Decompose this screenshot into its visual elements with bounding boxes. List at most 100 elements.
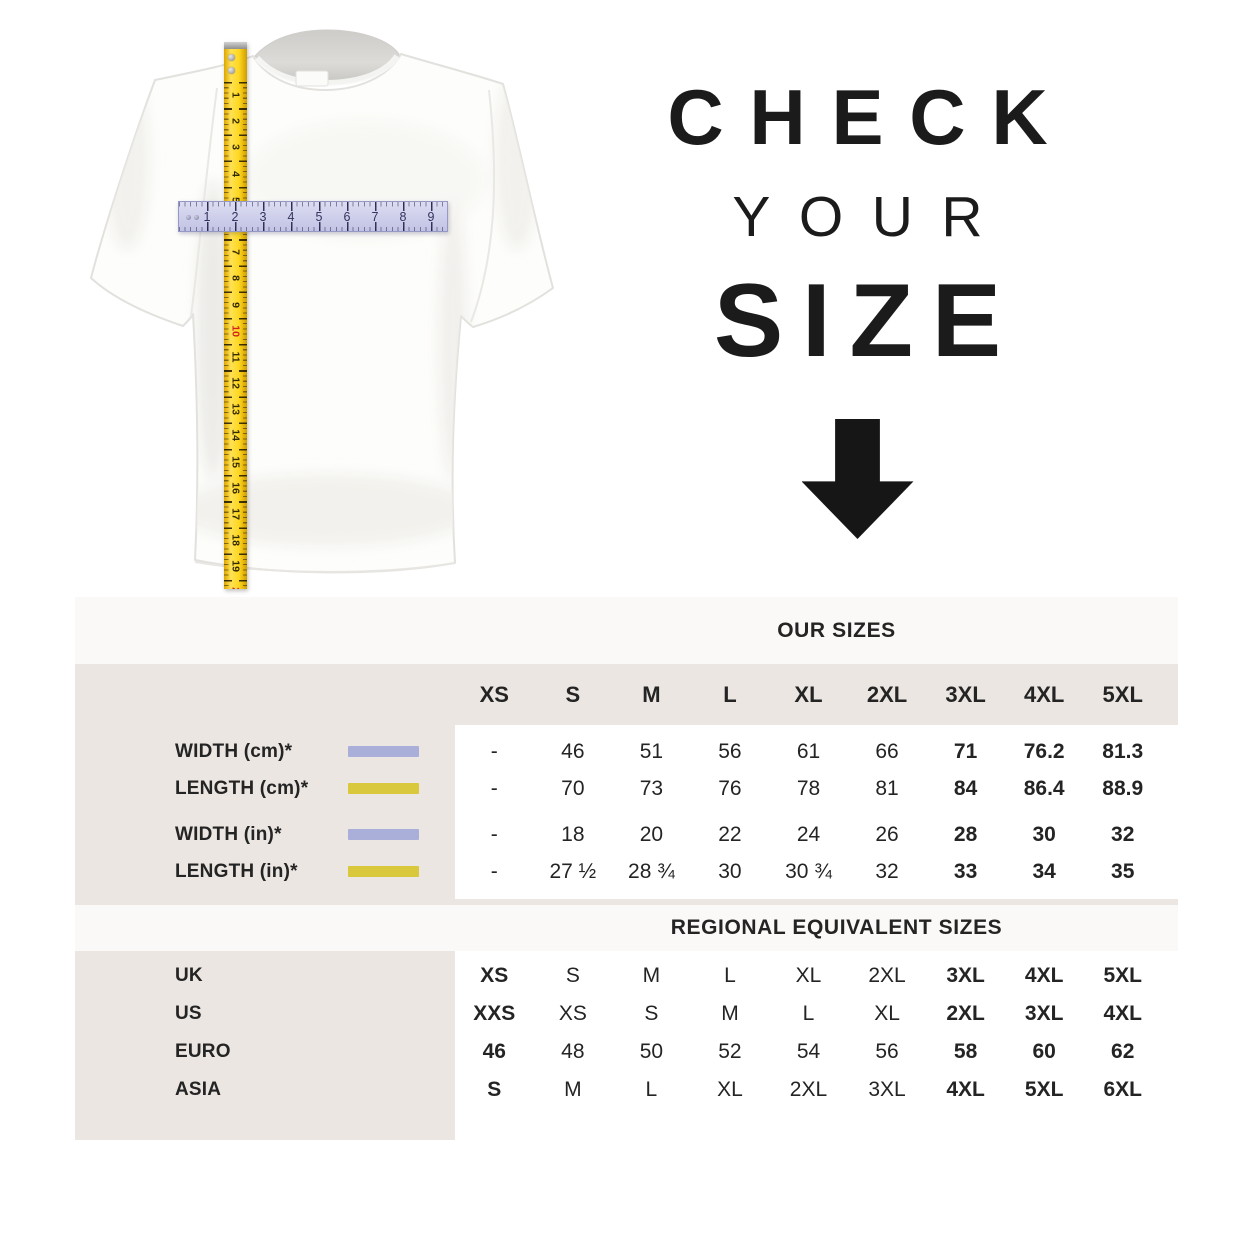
size-value: S [565,964,580,987]
size-value: 54 [796,1040,821,1063]
size-column-label: XL [794,681,823,707]
tape-number: 12 [229,377,242,389]
tape-number: 11 [229,351,242,363]
tape-number: 2 [229,118,242,125]
size-value: XS [558,1002,587,1025]
size-column-label: M [642,681,661,707]
size-value: 30 [718,859,742,883]
size-value: 62 [1111,1040,1135,1063]
tape-number: 18 [229,534,242,547]
regional-sizes-header: REGIONAL EQUIVALENT SIZES [75,905,1178,951]
size-value: 2XL [946,1002,985,1025]
size-value: 33 [953,859,978,883]
ruler-number: 7 [371,209,379,224]
ruler-number: 8 [399,209,407,224]
size-value: 52 [718,1040,742,1063]
tape-grommet-icon [228,67,235,74]
ruler-number: 3 [259,209,267,224]
row-euro: EURO 46 48 50 52 54 56 58 60 62 [75,1033,1178,1071]
ruler-rivet-icon [194,215,199,220]
regional-section: UK XS S M L XL 2XL 3XL 4XL 5XL US XXS XS S M L XL 2XL 3… [75,951,1178,1140]
size-value: 76 [718,776,742,800]
size-value: 22 [718,822,742,846]
size-value: L [724,964,736,987]
size-value: 86.4 [1023,776,1065,800]
row-label: WIDTH (in)* [175,823,282,845]
size-column-label: 4XL [1023,681,1065,707]
size-value: 56 [875,1040,899,1063]
size-value: - [490,739,498,763]
size-value: 5XL [1103,964,1142,987]
size-value: 3XL [946,964,985,987]
size-value: 73 [639,776,664,800]
size-value: 2XL [789,1078,828,1101]
size-value: 76.2 [1023,739,1065,763]
row-values: XXS XS S M L XL 2XL 3XL 4XL [455,1002,1178,1026]
row-label: LENGTH (in)* [175,860,298,882]
size-value: 61 [796,739,821,763]
row-values: - 70 73 76 78 81 84 86.4 88.9 [455,777,1178,801]
size-column-label: 3XL [945,681,986,707]
size-column-label: L [723,681,737,707]
size-value: M [642,964,661,987]
vertical-tape-measure: 1234567891011121314151617181920 [224,42,247,589]
tape-scale-numbers: 1234567891011121314151617181920 [224,42,247,589]
row-values: XS S M L XL 2XL 3XL 4XL 5XL [455,964,1178,988]
tape-number: 7 [229,249,242,256]
ruler-number: 1 [203,209,211,224]
our-sizes-title: OUR SIZES [777,618,896,642]
size-value: 84 [953,776,978,800]
row-length-cm: LENGTH (cm)* - 70 73 76 78 81 84 86.4 88.9 [75,770,1178,807]
size-value: XS [480,964,509,987]
size-value: 58 [953,1040,978,1063]
size-value: 3XL [868,1078,906,1101]
size-value: XL [795,964,822,987]
heading-line-your: YOUR [732,185,1012,249]
row-length-in: LENGTH (in)* - 27 ½ 28 ¾ 30 30 ¾ 32 33 34 35 [75,853,1178,890]
size-value: 81 [875,776,899,800]
width-swatch-lavender [348,746,419,757]
size-column-label: S [565,681,581,707]
length-swatch-yellow [348,866,419,877]
size-column-labels: XS S M L XL 2XL 3XL 4XL 5XL [455,682,1178,708]
heading-line-check: CHECK [667,73,1074,161]
row-uk: UK XS S M L XL 2XL 3XL 4XL 5XL [75,957,1178,995]
tape-number: 15 [229,455,242,468]
size-chart: OUR SIZES XS S M L XL 2XL 3XL 4XL 5XL WIDTH (cm)… [75,597,1178,1140]
tape-number: 13 [229,403,242,416]
tape-number: 8 [229,275,242,282]
size-value: M [721,1002,739,1025]
size-value: 66 [875,739,899,763]
ruler-number: 2 [231,209,239,224]
row-label: US [175,1003,202,1024]
row-values: - 46 51 56 61 66 71 76.2 81.3 [455,740,1178,764]
tape-grommet-icon [228,54,235,61]
size-value: 71 [953,739,978,763]
size-column-label: 2XL [866,681,908,707]
ruler-number: 9 [427,209,435,224]
size-value: 46 [482,1040,506,1063]
size-value: XXS [473,1002,516,1025]
size-column-label: 5XL [1102,681,1143,707]
horizontal-ruler: 1 2 3 4 5 6 7 8 9 [178,201,448,232]
size-columns-header-row: XS S M L XL 2XL 3XL 4XL 5XL [75,664,1178,725]
size-value: 78 [796,776,821,800]
width-swatch-lavender [348,829,419,840]
size-value: 4XL [946,1078,985,1101]
size-value: 88.9 [1102,776,1144,800]
size-value: 32 [875,859,899,883]
tape-number: 3 [229,144,242,151]
size-value: 28 [953,822,978,846]
tape-number: 4 [229,170,242,177]
tshirt-figure: 1234567891011121314151617181920 12345678… [65,10,585,590]
tape-number: 1 [229,92,242,99]
ruler-number: 5 [315,209,323,224]
size-value: L [802,1002,815,1025]
row-width-in: WIDTH (in)* - 18 20 22 24 26 28 30 32 [75,816,1178,853]
tape-number: 14 [229,429,242,442]
size-value: L [645,1078,658,1101]
row-values: 46 48 50 52 54 56 58 60 62 [455,1040,1178,1064]
row-values: S M L XL 2XL 3XL 4XL 5XL 6XL [455,1078,1178,1102]
row-us: US XXS XS S M L XL 2XL 3XL 4XL [75,995,1178,1033]
size-value: 4XL [1103,1002,1142,1025]
